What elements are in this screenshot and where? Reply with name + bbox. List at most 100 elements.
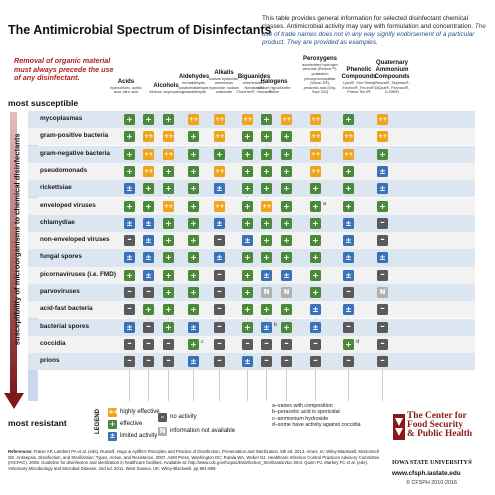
cfsph-logo-icon bbox=[393, 414, 405, 440]
activity-cell: ± bbox=[242, 235, 253, 247]
activity-cell: + bbox=[377, 200, 388, 212]
column-examples: Lysol®, One-Stroke Environ®, Tek-trol®, … bbox=[342, 81, 376, 95]
activity-cell: + bbox=[143, 114, 154, 125]
footnote-marker: c bbox=[201, 338, 204, 345]
activity-cell: + bbox=[281, 165, 292, 177]
most-resistant-label: most resistant bbox=[8, 418, 67, 428]
table-row: pseudomonads + ++ + + ++ + + + ++ + ± bbox=[28, 162, 475, 181]
activity-cell: + bbox=[188, 338, 199, 350]
column-examples: ethanol, isopropanol bbox=[149, 90, 183, 95]
activity-cell: + bbox=[163, 235, 174, 247]
column-header: Phenolic Compounds Lysol®, One-Stroke Env… bbox=[341, 67, 377, 95]
activity-cell: ± bbox=[124, 321, 135, 333]
activity-cell: ++ bbox=[261, 200, 272, 212]
activity-cell: – bbox=[343, 356, 354, 368]
activity-cell: ++ bbox=[188, 114, 199, 125]
legend-swatch: – bbox=[158, 413, 167, 422]
activity-cell: – bbox=[377, 356, 388, 368]
activity-cell: + bbox=[188, 235, 199, 247]
footnote-marker: b bbox=[274, 321, 278, 328]
activity-cell: ++ bbox=[163, 200, 174, 212]
table-row: chlamydiae ± ± + + ± + + + + ± – bbox=[28, 214, 475, 232]
table-row: mycoplasmas + + + ++ ++ ++ + ++ ++ + ++ bbox=[28, 111, 475, 129]
activity-cell: ++ bbox=[310, 131, 321, 143]
activity-cell: – bbox=[214, 356, 225, 368]
legend-label: no activity bbox=[170, 414, 197, 420]
table-row: bacterial spores ± – + ± – + ± + ± – – b bbox=[28, 318, 475, 336]
column-header: Acids hydrochloric, acetic acid, citric a… bbox=[108, 79, 144, 95]
legend-label: limited activity bbox=[120, 433, 158, 439]
activity-cell: + bbox=[281, 131, 292, 143]
intro-text: This table provides general information … bbox=[262, 15, 492, 47]
references-text: Fraise AP, Lambert PA et al. (eds). Russ… bbox=[8, 449, 380, 471]
legend-swatch: ± bbox=[108, 432, 117, 441]
table-row: picornaviruses (i.e. FMD) + ± + + – + ± ± + ± – bbox=[28, 266, 475, 284]
table-row: gram-negative bacteria + ++ ++ + + + + + ++ ++ + bbox=[28, 145, 475, 163]
legend-swatch: ++ bbox=[108, 408, 119, 417]
activity-cell: – bbox=[143, 287, 154, 298]
activity-cell: – bbox=[214, 269, 225, 281]
activity-cell: – bbox=[124, 338, 135, 350]
activity-cell: + bbox=[281, 304, 292, 316]
activity-cell: + bbox=[242, 131, 253, 143]
cfsph-name: The Center for Food Security & Public He… bbox=[407, 411, 472, 440]
activity-cell: + bbox=[310, 217, 321, 229]
organism-label: bacterial spores bbox=[40, 322, 90, 330]
activity-cell: ++ bbox=[310, 148, 321, 160]
activity-cell: + bbox=[261, 148, 272, 160]
activity-cell: + bbox=[261, 235, 272, 247]
activity-cell: + bbox=[261, 131, 272, 143]
column-header: Aldehydes formaldehyde, paraformaldehyde,… bbox=[176, 74, 212, 95]
activity-cell: + bbox=[188, 304, 199, 316]
activity-cell: + bbox=[163, 165, 174, 177]
activity-cell: ± bbox=[343, 304, 354, 316]
university-name: IOWA STATE UNIVERSITY® bbox=[392, 460, 473, 466]
legend-swatch: N bbox=[158, 427, 167, 436]
legend-label: effective bbox=[120, 421, 143, 427]
activity-cell: + bbox=[188, 269, 199, 281]
activity-cell: ± bbox=[377, 252, 388, 264]
column-name: Aldehydes bbox=[178, 74, 210, 81]
activity-cell: ± bbox=[242, 356, 253, 368]
column-examples: (Roccal®, Zephiran®, DiQuat®, Parvosol®,… bbox=[374, 81, 410, 95]
table-row: enveloped viruses + + ++ + ++ + ++ + + + + a bbox=[28, 197, 475, 215]
activity-cell: ++ bbox=[377, 114, 388, 125]
activity-cell: – bbox=[343, 287, 354, 298]
activity-cell: ± bbox=[214, 217, 225, 229]
activity-cell: + bbox=[124, 131, 135, 143]
activity-cell: + bbox=[281, 183, 292, 195]
activity-cell: – bbox=[261, 338, 272, 350]
activity-cell: ± bbox=[143, 217, 154, 229]
activity-cell: – bbox=[377, 338, 388, 350]
activity-cell: ± bbox=[214, 252, 225, 264]
activity-cell: + bbox=[163, 269, 174, 281]
activity-cell: – bbox=[214, 287, 225, 298]
organism-label: rickettsiae bbox=[40, 184, 72, 192]
activity-cell: – bbox=[143, 321, 154, 333]
activity-cell: + bbox=[343, 200, 354, 212]
organism-label: gram-positive bacteria bbox=[40, 132, 109, 140]
website-link[interactable]: www.cfsph.iastate.edu bbox=[392, 470, 461, 477]
activity-cell: ++ bbox=[310, 165, 321, 177]
activity-cell: + bbox=[343, 114, 354, 125]
activity-cell: – bbox=[124, 235, 135, 247]
activity-cell: ++ bbox=[377, 131, 388, 143]
activity-cell: ++ bbox=[242, 114, 253, 125]
activity-cell: – bbox=[343, 321, 354, 333]
activity-cell: N bbox=[281, 287, 292, 298]
activity-cell: ± bbox=[261, 269, 272, 281]
activity-cell: – bbox=[143, 356, 154, 368]
activity-cell: ++ bbox=[143, 165, 154, 177]
activity-cell: + bbox=[188, 131, 199, 143]
activity-cell: + bbox=[261, 114, 272, 125]
activity-cell: + bbox=[242, 183, 253, 195]
activity-cell: ++ bbox=[214, 165, 225, 177]
activity-cell: ++ bbox=[143, 131, 154, 143]
activity-cell: + bbox=[261, 183, 272, 195]
page-title: The Antimicrobial Spectrum of Disinfecta… bbox=[8, 23, 272, 37]
activity-cell: + bbox=[163, 304, 174, 316]
activity-cell: + bbox=[143, 200, 154, 212]
activity-cell: ++ bbox=[214, 200, 225, 212]
column-name: Halogens bbox=[260, 78, 288, 85]
organism-label: non-enveloped viruses bbox=[40, 236, 110, 244]
